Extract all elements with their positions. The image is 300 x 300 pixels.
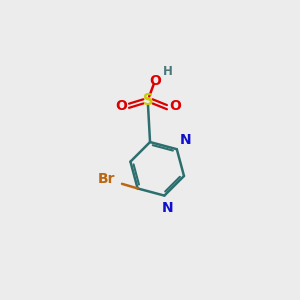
Text: H: H	[163, 65, 172, 78]
Text: N: N	[180, 133, 192, 147]
Text: O: O	[149, 74, 161, 88]
Text: O: O	[115, 100, 127, 113]
Text: S: S	[143, 93, 153, 108]
Text: N: N	[162, 201, 173, 215]
Text: O: O	[169, 100, 181, 113]
Text: Br: Br	[98, 172, 115, 186]
